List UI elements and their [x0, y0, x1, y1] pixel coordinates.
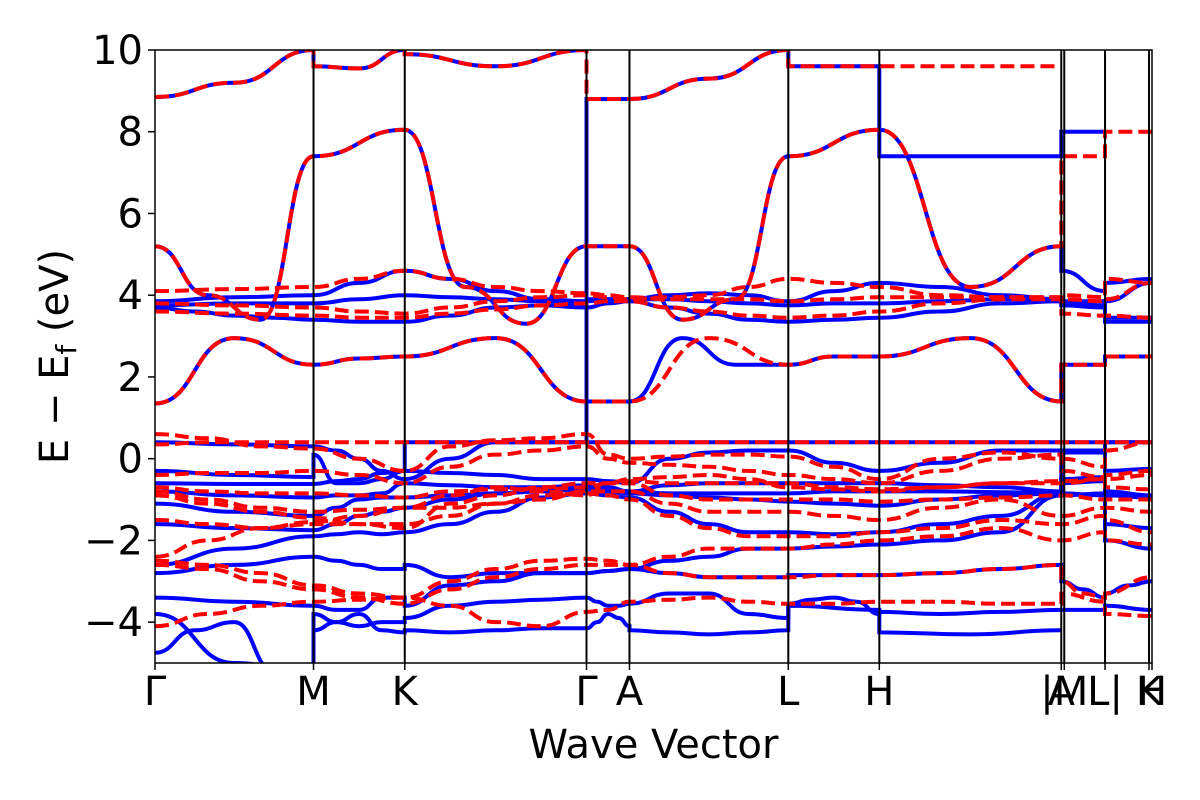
dashed-band-line-0	[155, 591, 1152, 629]
dashed-band-line-3	[155, 491, 1152, 559]
dashed-band-line-7	[155, 472, 1152, 500]
x-axis-ticks: Γ M K Γ A L H A|ML| KH	[144, 663, 1167, 715]
y-axis-label: E − Ef (eV)	[32, 249, 83, 464]
plot-frame	[154, 49, 1153, 664]
y-tick-label: 2	[118, 355, 143, 401]
x-tick-label: A	[1048, 669, 1076, 715]
y-tick-label: 6	[118, 191, 143, 237]
x-tick-label: K	[392, 669, 420, 715]
y-axis-ticks: −4 −2 0 2 4 6 8 10	[84, 28, 155, 646]
dashed-band-line-8	[155, 444, 1152, 486]
solid-band-line-1	[155, 591, 1152, 663]
x-tick-label: Γ	[575, 669, 598, 715]
x-tick-label: Γ	[144, 669, 167, 715]
band-lines	[155, 50, 1152, 663]
high-symmetry-lines	[312, 50, 1151, 663]
x-tick-label: L	[777, 669, 800, 715]
x-tick-label: K	[1136, 669, 1164, 715]
y-tick-label: −4	[84, 600, 143, 646]
dashed-band-line-9	[155, 432, 1152, 482]
y-tick-label: 10	[92, 28, 143, 74]
solid-band-line-16	[155, 50, 587, 99]
solid-band-line-3	[155, 491, 1152, 580]
y-axis-label-main: E − E	[32, 355, 78, 465]
y-axis-label-subscript: f	[50, 344, 83, 355]
x-tick-label: L|	[1087, 669, 1123, 715]
x-tick-label: A	[616, 669, 644, 715]
x-tick-label: H	[1137, 669, 1167, 715]
dashed-band-line-16	[155, 50, 1062, 102]
dashed-band-line-4	[155, 489, 1152, 531]
dashed-band-line-12	[155, 297, 1152, 320]
y-tick-label: 0	[118, 437, 143, 483]
y-tick-label: 4	[118, 273, 143, 319]
dashed-band-line-2	[155, 526, 1152, 600]
y-axis-label-unit: (eV)	[32, 249, 78, 345]
dashed-band-line-6	[155, 477, 1152, 514]
y-tick-label: −2	[84, 518, 143, 564]
y-tick-label: 8	[118, 110, 143, 156]
dashed-band-line-10	[155, 440, 1152, 447]
solid-band-line-0	[155, 603, 1062, 663]
x-tick-label: H	[864, 669, 894, 715]
x-tick-label: M	[296, 669, 331, 715]
x-tick-label: |M	[1040, 669, 1088, 715]
dashed-band-line-14	[155, 268, 1152, 304]
x-axis-label: Wave Vector	[529, 722, 780, 768]
